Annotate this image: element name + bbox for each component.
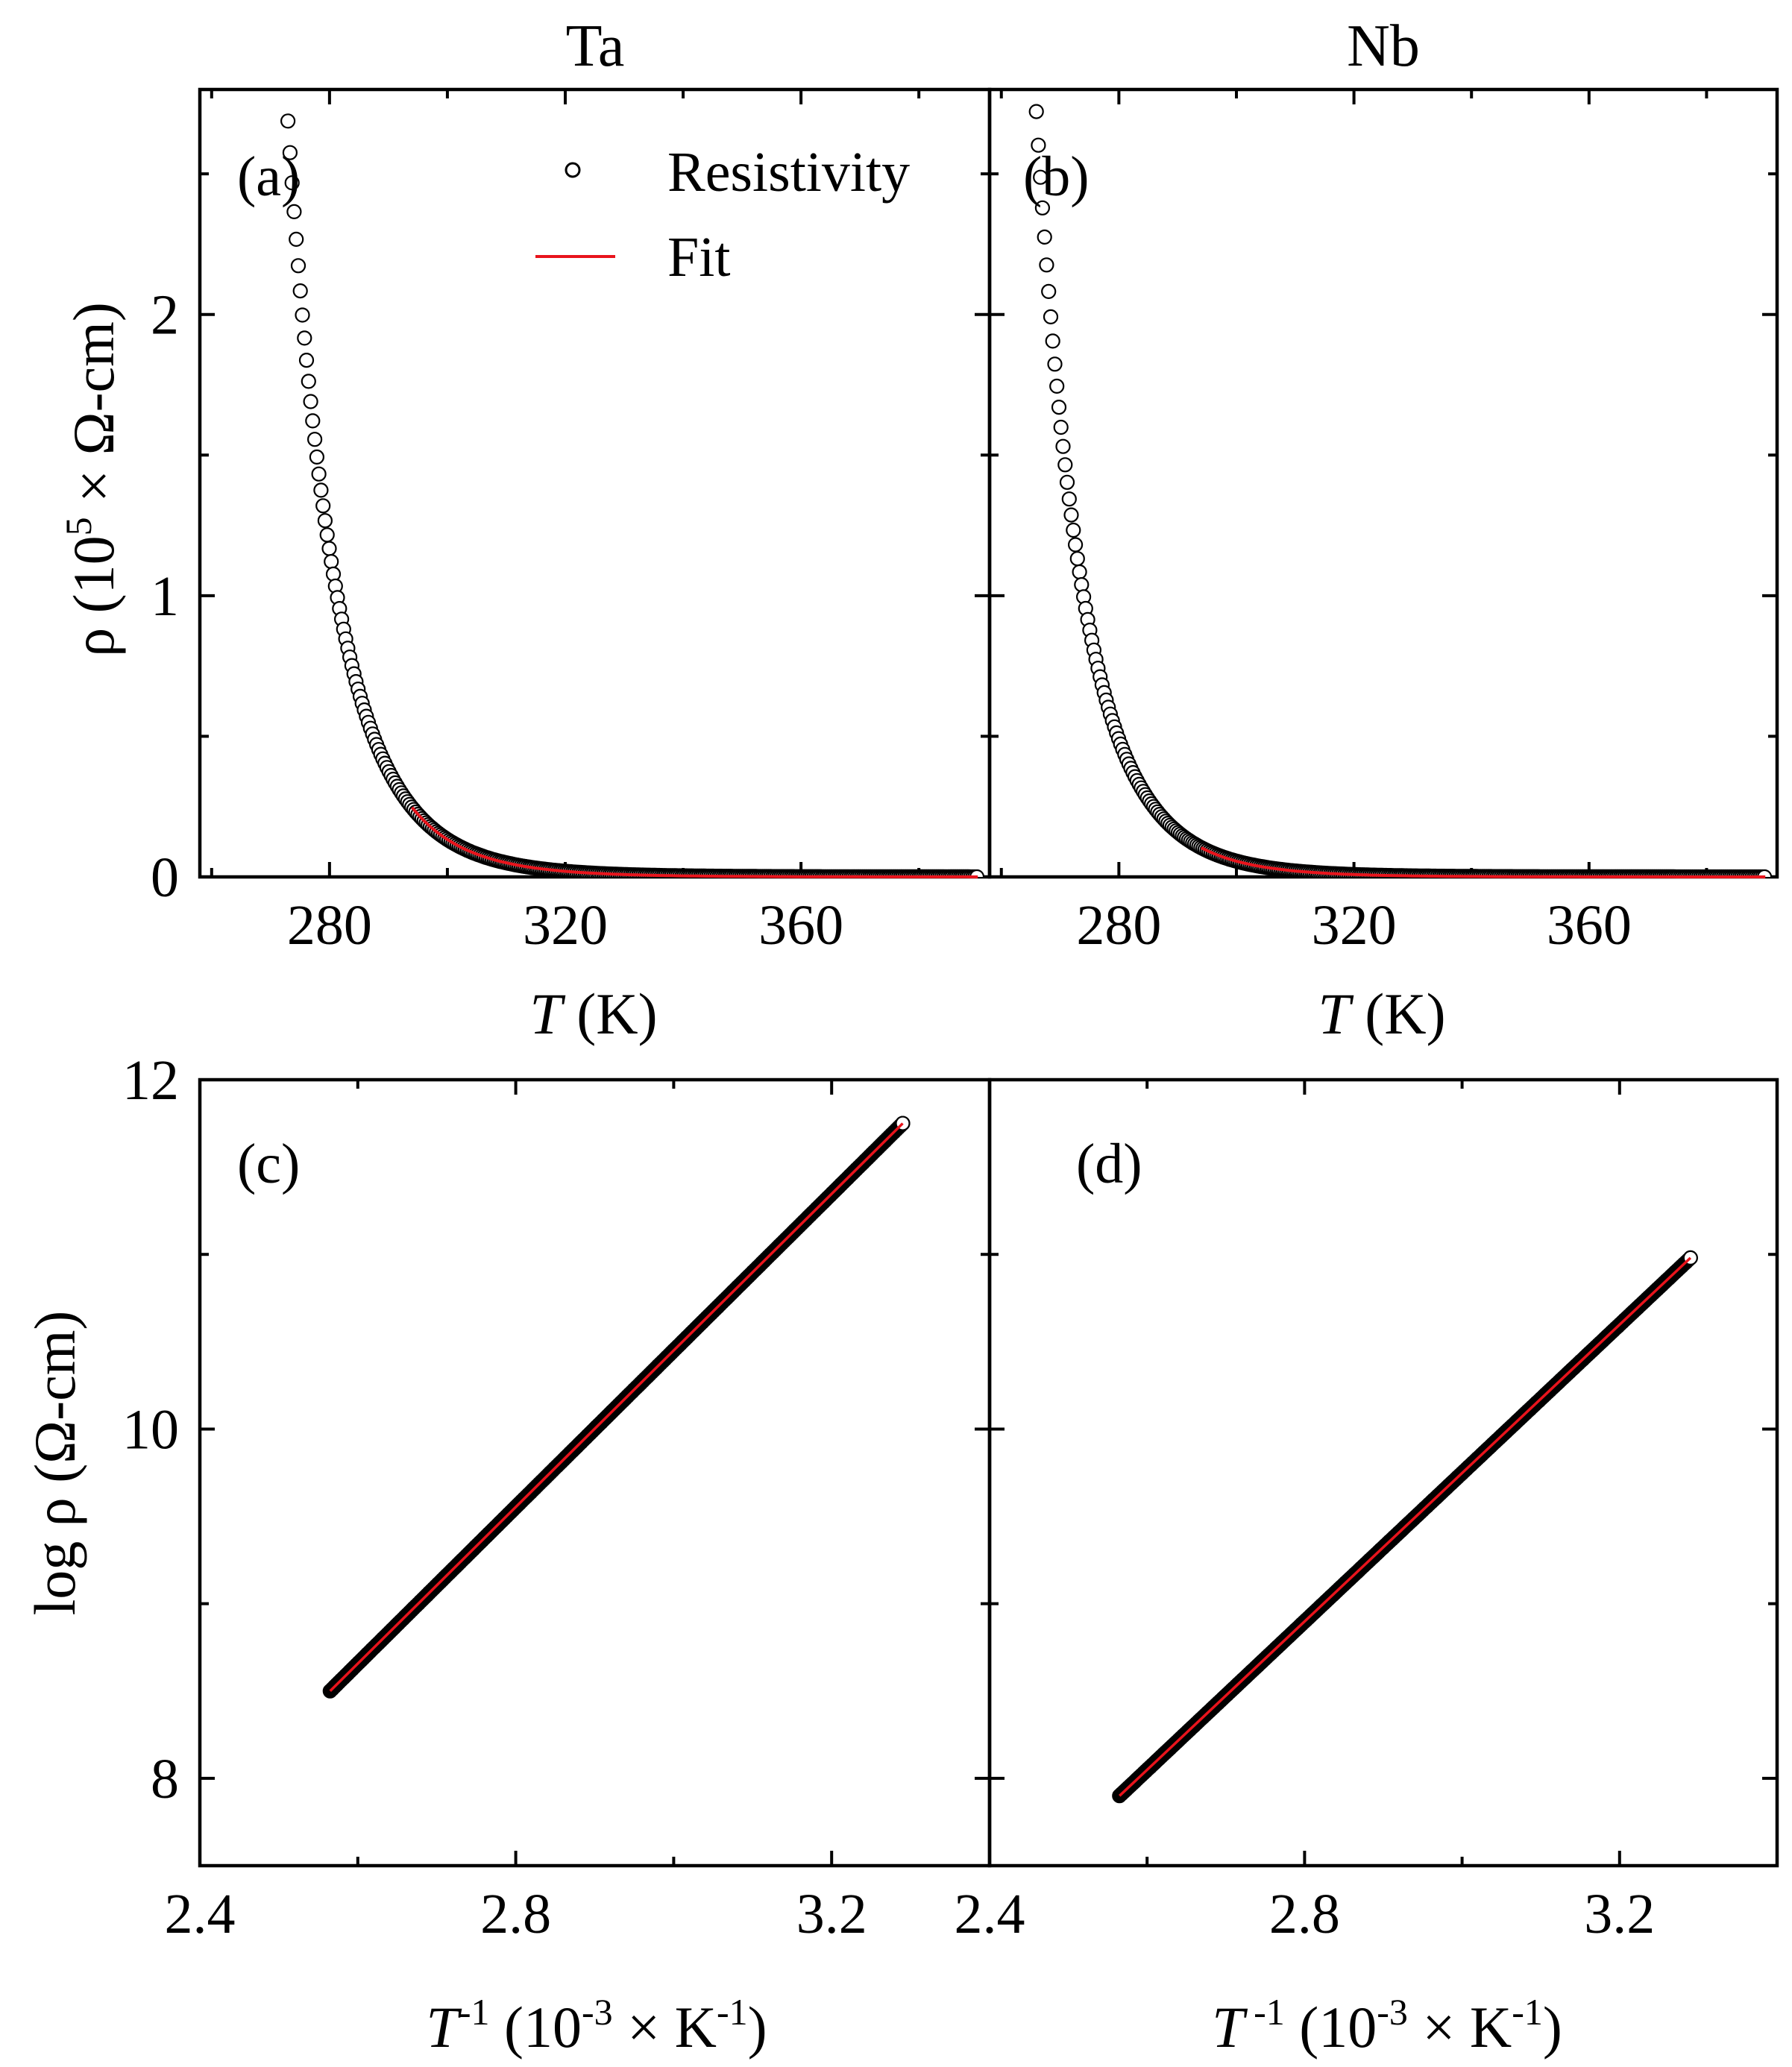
data-point — [1034, 200, 1051, 215]
panel-c: 2.4 2.8 3.2 8 10 12 — [122, 1049, 992, 1945]
data-point — [1028, 104, 1044, 119]
data-point — [1031, 137, 1046, 153]
panel-d: 2.4 2.8 3.2 — [955, 1077, 1779, 1945]
x-tick-label: 320 — [1312, 894, 1397, 957]
ylabel-c: log ρ (Ω-cm) — [22, 1311, 87, 1616]
data-point — [1039, 257, 1054, 273]
ylabel-a: ρ (105 × Ω-cm) — [57, 302, 126, 657]
data-point — [301, 374, 316, 389]
data-point — [317, 513, 333, 529]
data-point — [315, 498, 331, 514]
x-tick-label: 280 — [1076, 894, 1161, 957]
y-tick-label: 1 — [151, 565, 179, 628]
data-point — [295, 307, 310, 323]
data-point — [286, 204, 302, 219]
data-point — [1059, 474, 1075, 490]
data-point — [311, 466, 327, 482]
data-point — [969, 869, 985, 877]
fit-line — [1119, 1256, 1692, 1797]
data-point — [289, 231, 304, 247]
legend-resistivity-marker-icon — [565, 162, 581, 178]
data-point — [313, 482, 329, 498]
legend: Resistivity Fit — [535, 141, 910, 289]
fit-line — [1200, 846, 1766, 878]
y-tick-label: 10 — [122, 1398, 179, 1461]
data-point — [1041, 283, 1057, 299]
xlabel-c: T-1 (10-3 × K-1) — [426, 1991, 767, 2060]
fit-line — [329, 1122, 904, 1693]
xlabel-b: T (K) — [1318, 981, 1445, 1046]
data-point — [325, 566, 342, 582]
y-tick-label: 12 — [122, 1049, 179, 1112]
data-point — [1051, 399, 1067, 415]
legend-resistivity-label: Resistivity — [667, 141, 910, 204]
data-point — [297, 330, 312, 346]
data-point — [1045, 333, 1060, 349]
plot-frame — [198, 1077, 992, 1868]
data-point — [1043, 309, 1059, 324]
data-point — [1037, 229, 1052, 245]
data-point — [307, 432, 323, 447]
plot-frame — [987, 87, 1779, 879]
data-point — [298, 353, 315, 368]
x-tick-label: 360 — [1547, 894, 1632, 957]
data-point — [305, 413, 321, 429]
data-point — [309, 449, 324, 465]
column-title-nb: Nb — [1347, 13, 1420, 79]
x-tick-label: 2.8 — [1269, 1883, 1340, 1945]
panel-tag-a: (a) — [237, 145, 300, 208]
data-point — [1072, 564, 1087, 580]
data-point — [303, 394, 318, 409]
x-tick-label: 2.8 — [480, 1883, 551, 1945]
panel-tag-d: (d) — [1076, 1133, 1142, 1195]
panel-tag-b: (b) — [1023, 145, 1090, 208]
y-tick-label: 8 — [151, 1748, 179, 1810]
panel-tag-c: (c) — [237, 1133, 300, 1195]
data-point — [1067, 537, 1084, 553]
data-point — [1074, 576, 1090, 593]
legend-fit-label: Fit — [667, 226, 731, 289]
data-point — [1061, 491, 1077, 507]
xlabel-d: T -1 (10-3 × K-1) — [1212, 1991, 1562, 2060]
data-point — [284, 175, 300, 191]
y-tick-label: 0 — [151, 846, 179, 909]
data-point — [1757, 869, 1773, 877]
x-tick-label: 2.4 — [955, 1883, 1025, 1945]
data-point — [290, 258, 306, 274]
data-point — [1069, 551, 1085, 567]
data-point — [282, 145, 298, 160]
resistivity-points — [1028, 104, 1773, 877]
data-point — [1066, 522, 1081, 538]
x-tick-label: 320 — [523, 894, 608, 957]
data-point — [1047, 356, 1063, 372]
panel-a: 280 320 360 0 1 2 — [151, 87, 992, 957]
data-point — [1033, 169, 1049, 185]
y-tick-label: 2 — [151, 284, 179, 347]
data-point — [1055, 438, 1071, 454]
x-tick-label: 360 — [758, 894, 843, 957]
data-point — [1053, 419, 1069, 435]
column-title-ta: Ta — [566, 13, 625, 79]
data-point — [321, 541, 337, 556]
data-point — [280, 113, 296, 129]
panel-b: 280 320 360 — [987, 87, 1779, 957]
x-tick-label: 3.2 — [796, 1883, 867, 1945]
data-point — [319, 527, 335, 543]
resistivity-points — [280, 113, 985, 877]
data-point — [1049, 378, 1065, 394]
fit-line — [410, 806, 978, 878]
xlabel-a: T (K) — [529, 981, 657, 1046]
data-point — [1057, 457, 1073, 473]
x-tick-label: 2.4 — [165, 1883, 236, 1945]
data-point — [324, 553, 339, 570]
x-tick-label: 3.2 — [1584, 1883, 1655, 1945]
plot-frame — [987, 1077, 1779, 1868]
x-tick-label: 280 — [287, 894, 372, 957]
data-point — [1063, 507, 1079, 523]
data-point — [292, 283, 308, 299]
